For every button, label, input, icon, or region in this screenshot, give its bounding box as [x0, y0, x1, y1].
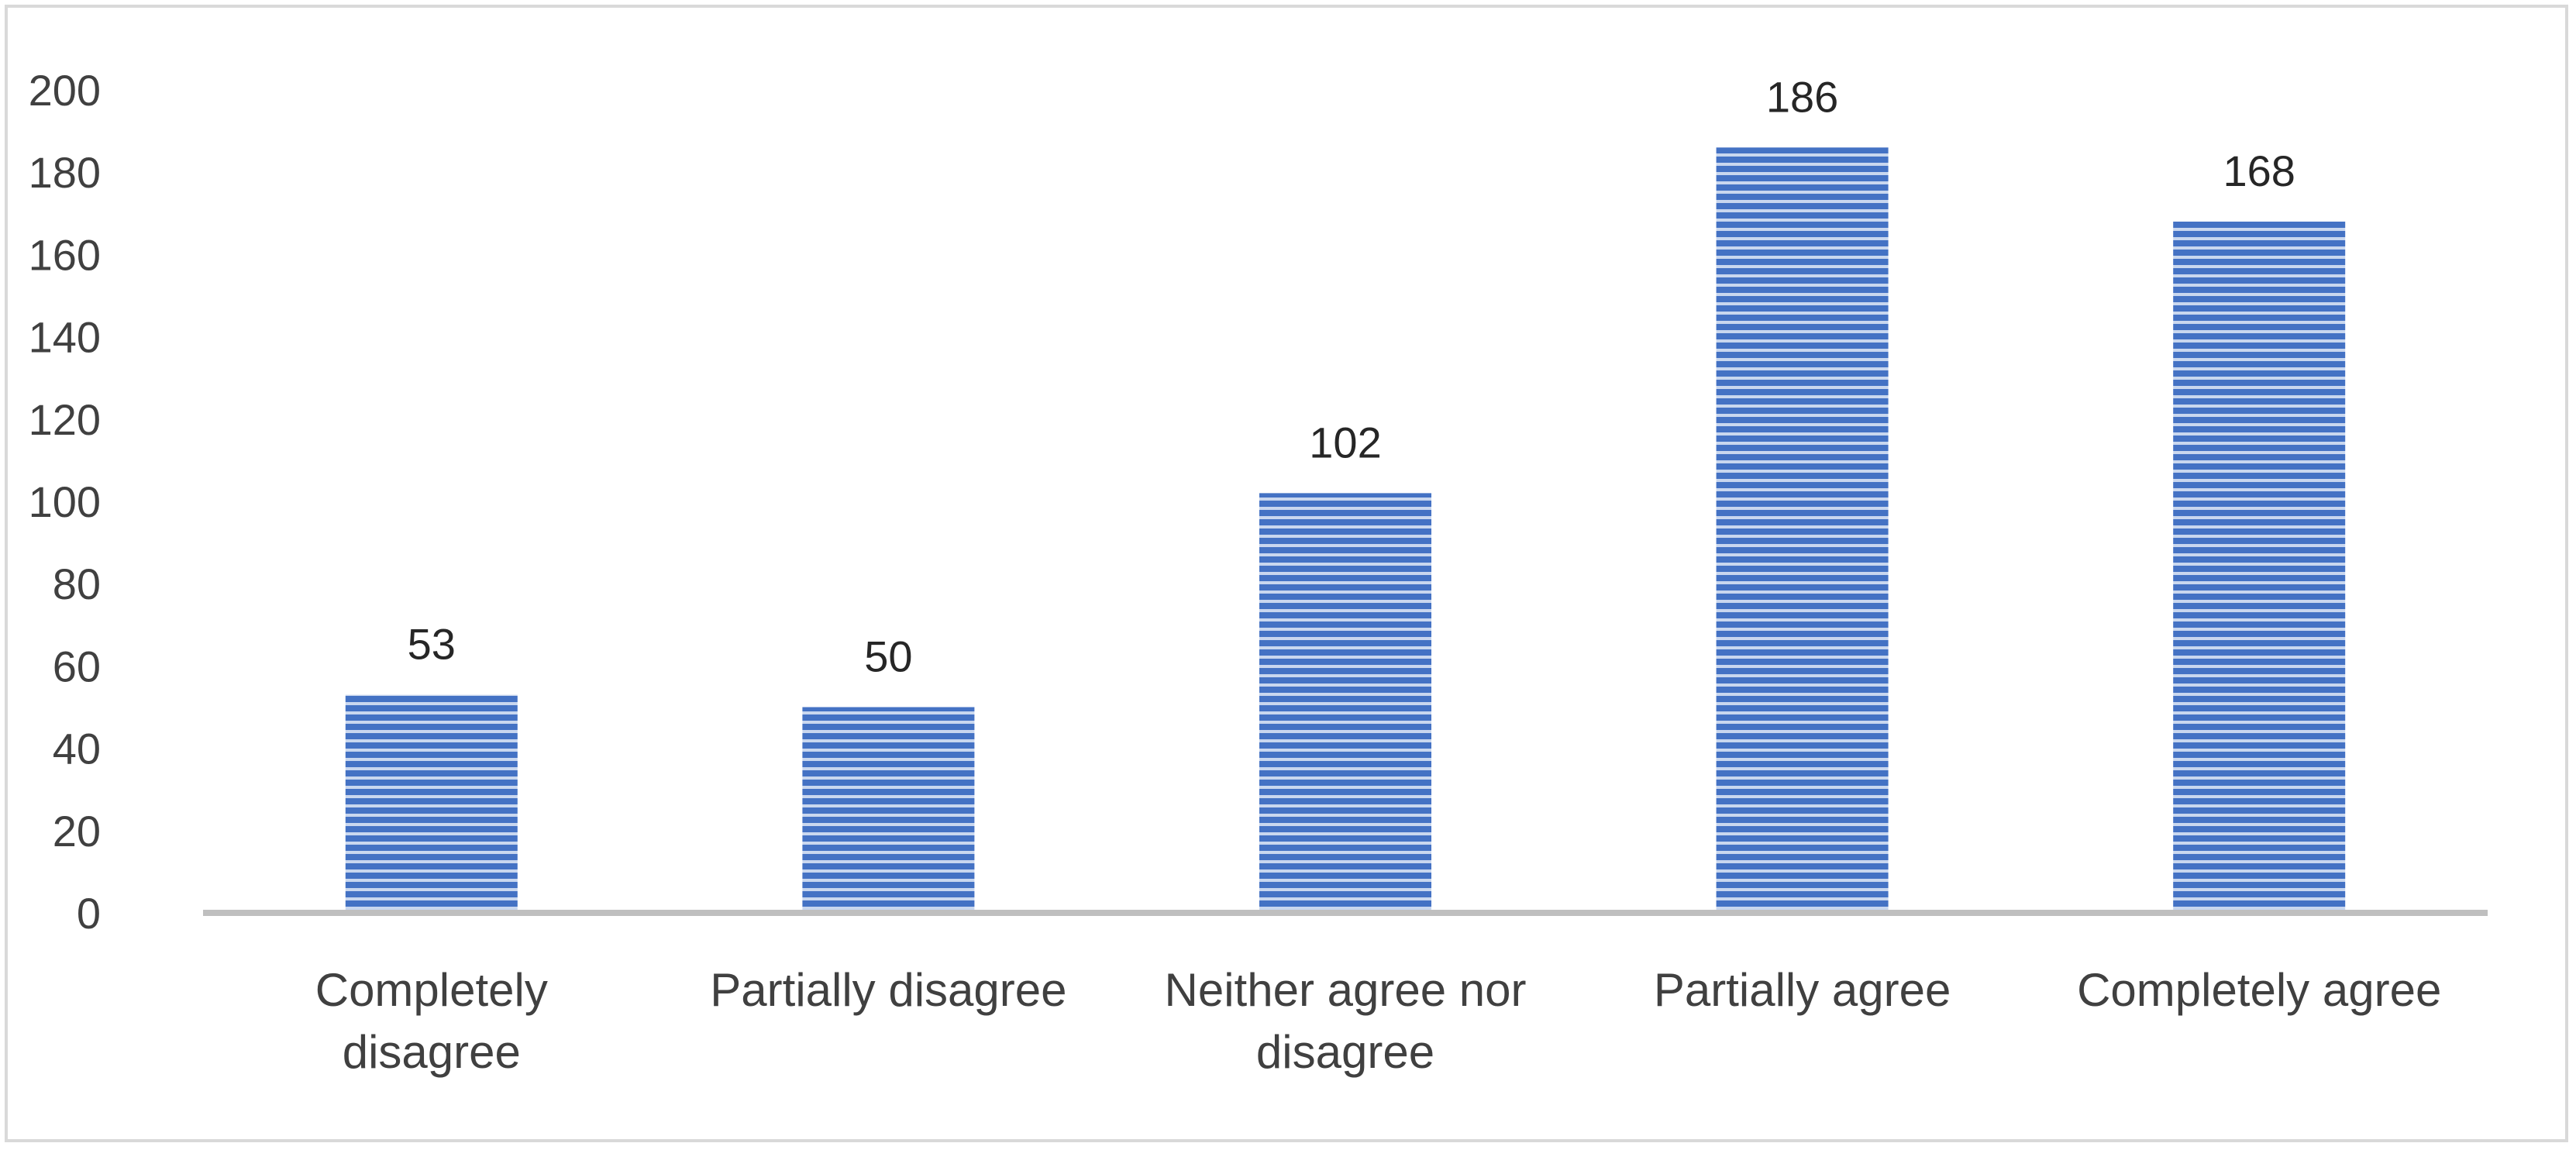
y-tick-label: 140 — [29, 313, 101, 362]
bar-4 — [1716, 147, 1889, 914]
y-tick-label: 20 — [53, 807, 101, 856]
category-label-line: Neither agree nor — [1165, 964, 1527, 1016]
y-tick-label: 60 — [53, 642, 101, 690]
category-label-4: Partially agree — [1654, 964, 1951, 1016]
category-label-line: Completely — [315, 964, 548, 1016]
y-tick-label: 80 — [53, 560, 101, 608]
bar-5 — [2173, 221, 2346, 913]
y-tick-label: 40 — [53, 725, 101, 773]
y-tick-label: 180 — [29, 148, 101, 197]
category-label-line: Completely agree — [2077, 964, 2441, 1016]
category-labels: Completely disagree Partially disagree Neit… — [315, 964, 2442, 1078]
y-tick-label: 160 — [29, 230, 101, 279]
category-label-line: Partially disagree — [710, 964, 1066, 1016]
category-label-3: Neither agree nor disagree — [1165, 964, 1527, 1078]
category-label-2: Partially disagree — [710, 964, 1066, 1016]
y-axis-ticks: 0 20 40 60 80 100 120 140 160 180 200 — [29, 66, 101, 938]
y-tick-label: 100 — [29, 477, 101, 526]
data-label-1: 53 — [408, 620, 456, 669]
category-label-5: Completely agree — [2077, 964, 2441, 1016]
category-label-line: disagree — [1256, 1026, 1434, 1078]
bar-3 — [1259, 493, 1431, 913]
bar-chart: 0 20 40 60 80 100 120 140 160 180 200 53 50 102 186 16… — [29, 66, 2488, 1078]
y-tick-label: 200 — [29, 66, 101, 115]
data-label-5: 168 — [2223, 146, 2295, 195]
y-tick-label: 120 — [29, 395, 101, 444]
bars — [345, 147, 2346, 914]
data-label-2: 50 — [864, 632, 912, 681]
bar-2 — [802, 707, 975, 913]
data-labels: 53 50 102 186 168 — [408, 72, 2295, 680]
data-label-4: 186 — [1766, 72, 1838, 121]
category-label-1: Completely disagree — [315, 964, 548, 1078]
category-label-line: Partially agree — [1654, 964, 1951, 1016]
data-label-3: 102 — [1309, 418, 1381, 467]
bar-1 — [345, 694, 518, 913]
chart-frame: 0 20 40 60 80 100 120 140 160 180 200 53 50 102 186 16… — [5, 5, 2568, 1142]
category-label-line: disagree — [343, 1026, 521, 1078]
y-tick-label: 0 — [77, 889, 101, 938]
